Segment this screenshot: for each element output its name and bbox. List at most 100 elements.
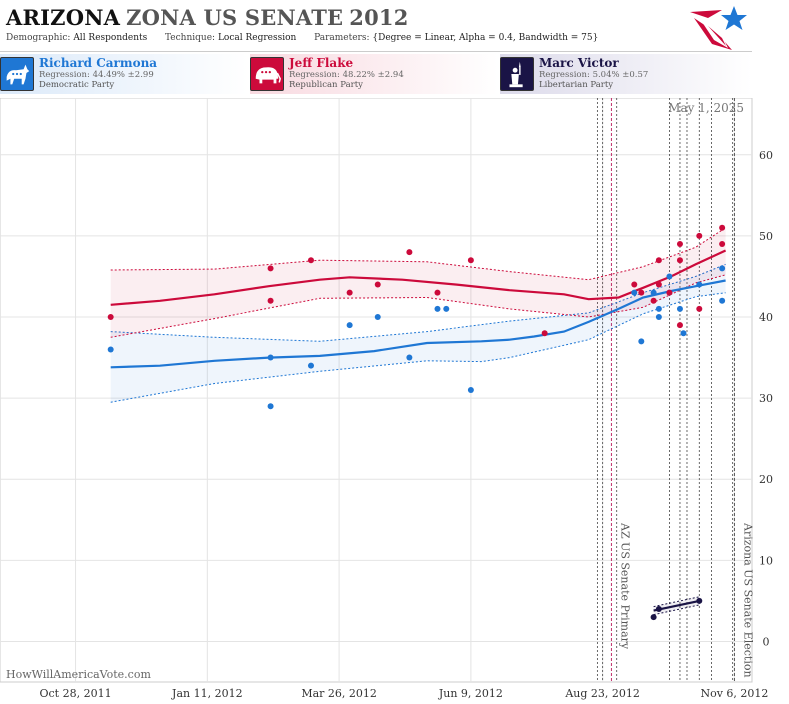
watermark-text: HowWillAmericaVote.com	[6, 668, 151, 681]
poll-point	[680, 330, 687, 337]
confidence-bands	[110, 227, 726, 616]
poll-point	[650, 289, 657, 296]
poll-point	[676, 257, 683, 264]
header-divider	[0, 51, 752, 52]
poll-point	[655, 305, 662, 312]
candidate-party: Democratic Party	[39, 80, 115, 90]
poll-point	[676, 322, 683, 329]
band-upper-line	[110, 227, 726, 281]
poll-point	[666, 289, 673, 296]
poll-points	[107, 224, 726, 621]
plot-frame	[0, 98, 753, 683]
poll-point	[631, 281, 638, 288]
poll-point	[719, 297, 726, 304]
poll-point	[638, 289, 645, 296]
poll-chart: AZ US Senate Primary Arizona US Senate El…	[0, 98, 773, 700]
candidate-name: Jeff Flake	[289, 56, 354, 70]
poll-point	[719, 265, 726, 272]
event-label: Arizona US Senate Election	[741, 522, 754, 678]
poll-point	[267, 297, 274, 304]
poll-point	[655, 606, 662, 612]
y-axis-ticks: 0 10 20 30 40 50 60	[759, 149, 773, 649]
candidate-regression: Regression: 48.22% ±2.94	[289, 70, 404, 80]
technique-label: Technique:	[165, 33, 216, 43]
poll-point	[107, 314, 114, 320]
statue-of-liberty-icon	[500, 57, 534, 91]
demographic-value: All Respondents	[73, 33, 148, 43]
poll-point	[267, 265, 274, 272]
poll-point	[676, 241, 683, 247]
poll-point	[346, 322, 353, 329]
poll-point	[650, 297, 657, 304]
band-upper-line	[110, 263, 726, 342]
parameters-value: {Degree = Linear, Alpha = 0.4, Bandwidth…	[372, 33, 599, 43]
poll-point	[696, 232, 703, 239]
poll-point	[676, 305, 683, 312]
poll-point	[666, 273, 673, 280]
x-tick-label: Jun 9, 2012	[438, 687, 503, 700]
candidate-name: Marc Victor	[539, 56, 619, 70]
candidate-name: Richard Carmona	[39, 56, 158, 70]
poll-point	[307, 362, 314, 369]
poll-point	[650, 614, 657, 621]
demographic-label: Demographic:	[6, 33, 71, 43]
poll-point	[638, 338, 645, 345]
y-tick-label: 0	[763, 635, 770, 648]
poll-point	[655, 257, 662, 264]
title-state: ARIZONA	[6, 5, 121, 30]
parameters-row: Demographic: All Respondents Technique: …	[6, 33, 598, 43]
legend-item-flake: Jeff Flake Regression: 48.22% ±2.94 Repu…	[250, 54, 498, 94]
poll-point	[346, 289, 353, 296]
poll-point	[374, 281, 381, 288]
parameters-label: Parameters:	[314, 33, 370, 43]
elephant-icon	[250, 57, 284, 91]
x-tick-label: Nov 6, 2012	[700, 687, 768, 700]
current-date-label: May 1, 2025	[668, 101, 744, 115]
y-tick-label: 40	[759, 311, 773, 324]
poll-point	[696, 597, 703, 604]
event-lines: AZ US Senate Primary Arizona US Senate El…	[610, 98, 754, 682]
trend-line	[110, 249, 727, 306]
poll-point	[406, 249, 413, 256]
x-tick-label: Mar 26, 2012	[301, 687, 377, 700]
poll-point	[406, 354, 413, 361]
confidence-band-fill	[110, 264, 726, 403]
x-axis-ticks: Oct 28, 2011 Jan 11, 2012 Mar 26, 2012 Jun …	[40, 687, 769, 700]
poll-point	[655, 281, 662, 288]
technique-value: Local Regression	[217, 33, 297, 43]
page-header: ARIZONA ZONA US SENATE 2012 Demographic: A…	[0, 0, 789, 52]
poll-point	[434, 289, 441, 296]
y-tick-label: 60	[759, 149, 773, 162]
candidate-legend: Richard Carmona Regression: 44.49% ±2.99…	[0, 54, 752, 94]
confidence-band-fill	[110, 227, 726, 338]
poll-point	[696, 305, 703, 312]
candidate-party: Republican Party	[289, 80, 363, 90]
x-tick-label: Jan 11, 2012	[171, 687, 243, 700]
page-title: ARIZONA ZONA US SENATE 2012	[6, 5, 409, 30]
poll-point	[541, 330, 548, 337]
poll-point	[434, 305, 441, 312]
title-year: 2012	[349, 5, 409, 30]
poll-date-lines	[596, 98, 734, 682]
poll-point	[467, 257, 474, 264]
x-tick-label: Oct 28, 2011	[40, 687, 112, 700]
poll-point	[719, 224, 726, 231]
legend-item-carmona: Richard Carmona Regression: 44.49% ±2.99…	[0, 54, 248, 94]
poll-point	[307, 257, 314, 264]
event-label: AZ US Senate Primary	[618, 522, 631, 650]
band-lower-line	[110, 274, 726, 338]
poll-point	[267, 354, 274, 361]
poll-point	[107, 346, 114, 353]
y-tick-label: 50	[759, 230, 773, 243]
x-tick-label: Aug 23, 2012	[564, 687, 640, 700]
poll-point	[696, 281, 703, 288]
y-tick-label: 20	[759, 473, 773, 486]
star-swoosh-logo-icon	[690, 6, 747, 50]
poll-point	[631, 289, 638, 296]
candidate-regression: Regression: 44.49% ±2.99	[39, 70, 154, 80]
poll-point	[374, 314, 381, 320]
poll-point	[467, 387, 474, 393]
candidate-party: Libertarian Party	[539, 80, 614, 90]
legend-item-victor: Marc Victor Regression: 5.04% ±0.57 Libe…	[500, 54, 752, 94]
y-tick-label: 10	[759, 554, 773, 567]
